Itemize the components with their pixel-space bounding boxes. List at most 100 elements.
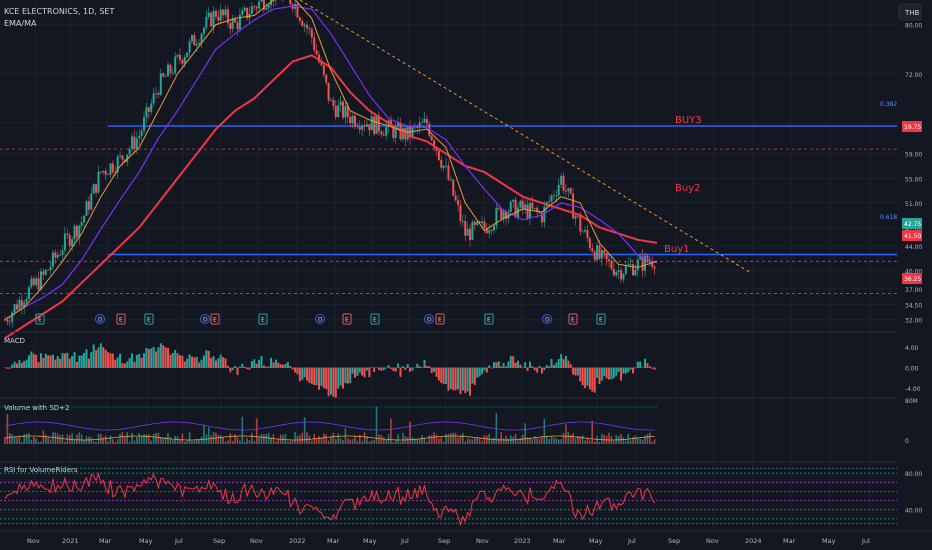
macd-bar — [214, 360, 217, 368]
candle-body — [648, 261, 651, 263]
macd-bar — [418, 366, 421, 368]
candle-body — [457, 200, 460, 205]
macd-bar — [536, 367, 539, 373]
buy2-label: Buy2 — [675, 183, 700, 194]
rsi-pane[interactable]: RSI for VolumeRiders 80.00 40.00 — [0, 461, 922, 526]
macd-bar — [99, 343, 102, 368]
volume-bar — [536, 438, 538, 444]
macd-bar — [116, 357, 119, 368]
volume-bar — [301, 432, 304, 444]
macd-bar — [222, 357, 225, 368]
macd-bar — [183, 361, 186, 368]
macd-bar — [224, 358, 227, 368]
volume-bar — [95, 441, 97, 444]
volume-bar — [428, 435, 431, 444]
earnings-marker[interactable] — [116, 313, 126, 325]
candle-body — [131, 136, 134, 149]
macd-bar — [598, 367, 601, 384]
earnings-marker[interactable] — [210, 313, 220, 325]
price-axis[interactable]: THB 80.0072.0064.0059.0055.0051.0047.004… — [897, 0, 932, 550]
candle-body — [289, 0, 292, 5]
volume-bar — [207, 427, 210, 444]
macd-bar — [123, 363, 126, 368]
dividend-marker[interactable] — [200, 314, 210, 324]
volume-bar — [61, 434, 64, 444]
candle-body — [183, 57, 186, 64]
macd-bar — [250, 361, 253, 368]
earnings-marker[interactable] — [435, 313, 445, 325]
time-ticks: Nov 2021 Mar May Jul Sep Nov 2022 Mar May Jul Sep No… — [27, 537, 870, 545]
volume-bar — [28, 432, 30, 444]
dividend-marker[interactable] — [315, 314, 325, 324]
macd-bar — [27, 355, 30, 368]
macd-bar — [248, 367, 251, 370]
volume-bar — [181, 433, 184, 444]
macd-pane[interactable]: MACD 4.00 0.00 -4.00 — [0, 331, 921, 398]
volume-bar — [514, 433, 517, 444]
volume-bar — [241, 416, 244, 444]
candle-body — [18, 300, 21, 310]
macd-bar — [588, 367, 591, 390]
volume-bar — [133, 440, 136, 444]
candle-body — [174, 56, 177, 73]
currency-badge[interactable] — [898, 3, 922, 21]
macd-bar — [581, 367, 584, 386]
dividend-marker[interactable] — [542, 314, 552, 324]
badge-red-mid — [902, 230, 922, 241]
volume-bar — [121, 432, 124, 444]
volume-bar — [442, 441, 445, 444]
earnings-marker[interactable] — [35, 313, 45, 325]
macd-bar — [574, 367, 577, 376]
macd-bar — [11, 364, 14, 368]
candle-body — [68, 234, 71, 247]
candle-body — [440, 160, 443, 168]
macd-bar — [457, 367, 460, 390]
dividend-marker[interactable] — [424, 314, 434, 324]
volume-pane[interactable]: Volume with SD+2 80M 0 — [0, 397, 918, 445]
candle-body — [37, 278, 40, 290]
candle-body — [13, 304, 16, 313]
volume-bar — [569, 435, 572, 444]
macd-bar — [59, 358, 62, 368]
candle-body — [167, 64, 169, 77]
time-tick-label: Mar — [553, 537, 566, 545]
earnings-marker[interactable] — [568, 313, 578, 325]
macd-bar — [85, 349, 88, 368]
macd-bar — [303, 367, 306, 378]
macd-bar — [243, 366, 246, 368]
macd-bar — [447, 367, 450, 391]
macd-bar — [207, 350, 210, 368]
badge-red-low-text: 36.25 — [904, 276, 921, 283]
macd-bar — [23, 361, 26, 368]
candle-body — [641, 256, 644, 271]
macd-bar — [603, 367, 606, 376]
macd-bar — [334, 367, 337, 398]
earnings-marker[interactable] — [596, 313, 606, 325]
candle-body — [421, 122, 424, 124]
event-marker-label: D — [98, 317, 103, 324]
downtrend-line[interactable] — [299, 0, 753, 275]
earnings-marker[interactable] — [342, 313, 352, 325]
earnings-marker[interactable] — [370, 313, 380, 325]
volume-bar — [174, 436, 176, 444]
volume-bar — [524, 423, 526, 444]
volume-bar — [150, 440, 153, 444]
macd-bar — [97, 347, 100, 368]
volume-bar — [315, 438, 318, 444]
earnings-marker[interactable] — [484, 313, 494, 325]
macd-bar — [75, 361, 78, 368]
macd-bar — [310, 367, 313, 384]
volume-bar — [44, 434, 47, 444]
volume-bar — [637, 437, 639, 444]
macd-bar — [236, 367, 239, 375]
candle-body — [447, 165, 450, 180]
time-axis[interactable]: Nov 2021 Mar May Jul Sep Nov 2022 Mar May Jul Sep No… — [0, 530, 932, 545]
macd-bar — [176, 353, 179, 368]
volume-bar — [47, 436, 49, 444]
earnings-marker[interactable] — [144, 313, 154, 325]
dividend-marker[interactable] — [95, 314, 105, 324]
earnings-marker[interactable] — [258, 313, 268, 325]
